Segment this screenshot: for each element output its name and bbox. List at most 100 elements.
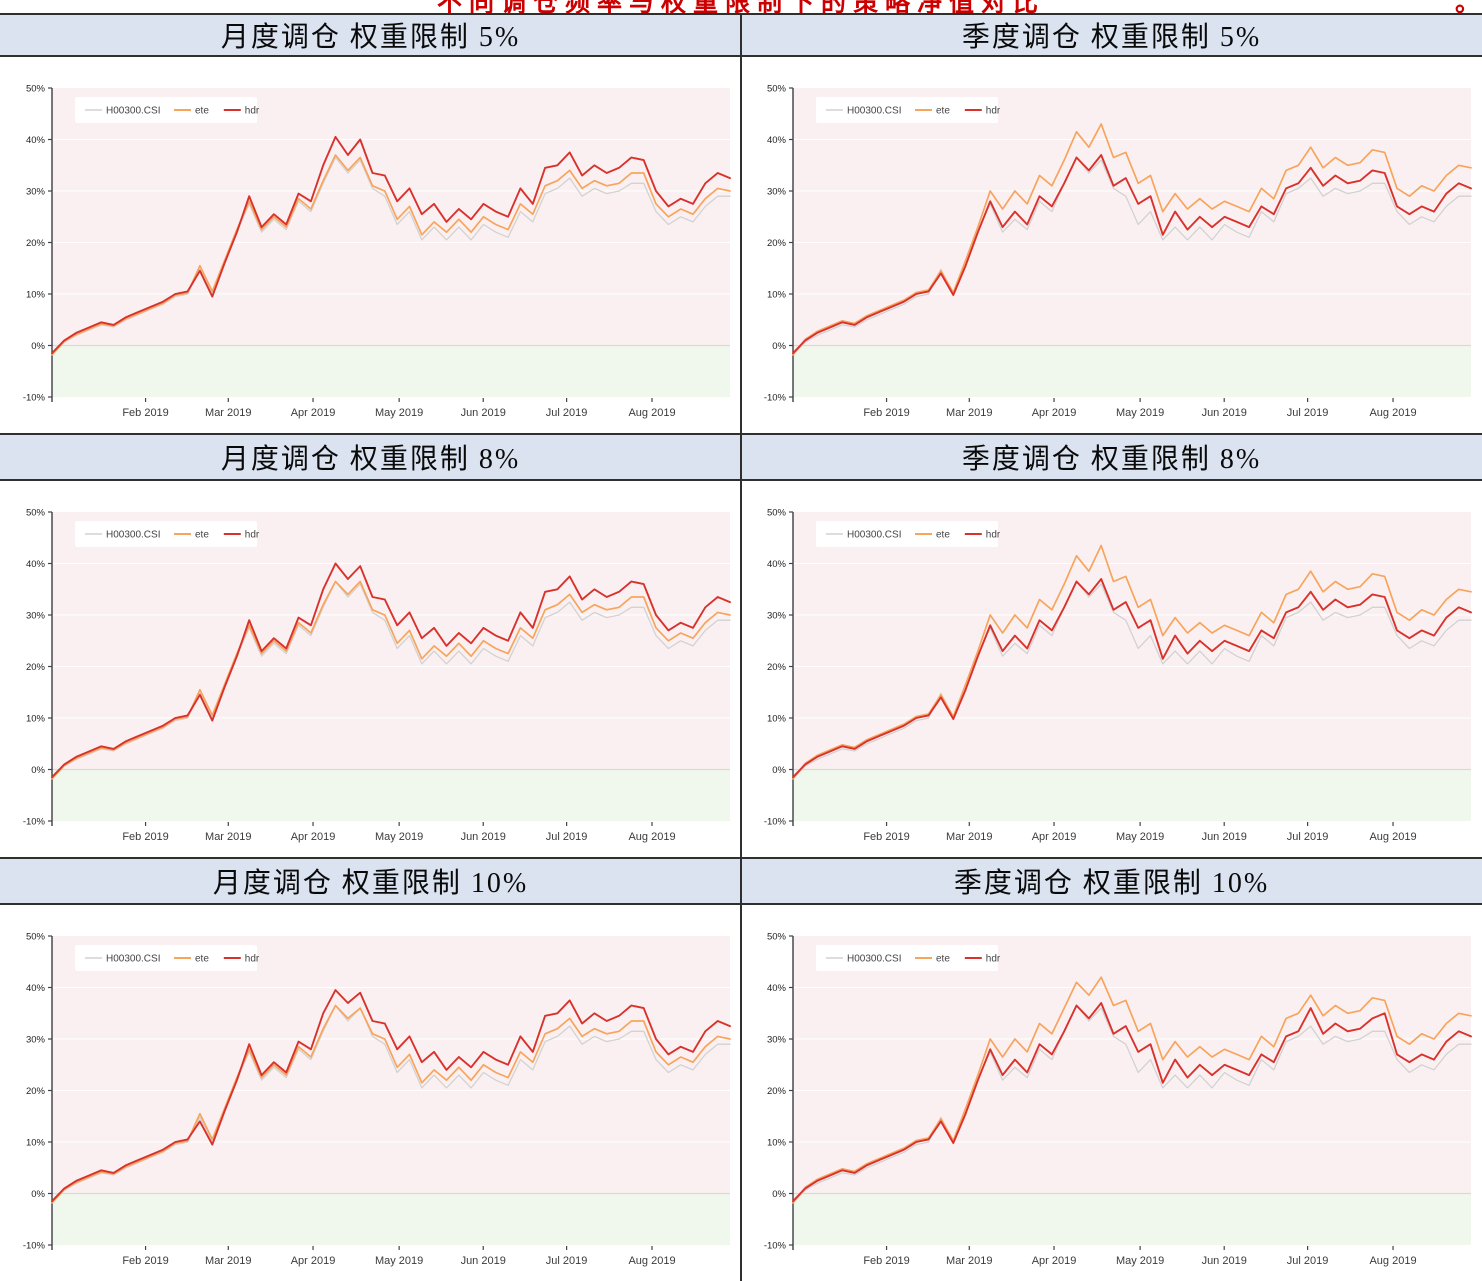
chart-svg: 50% 40% 30% 20% 10% 0% -10% Feb 2019 Mar 2019 Apr… (23, 508, 731, 843)
legend-label: H00300.CSI (847, 106, 901, 117)
x-tick-label: Jul 2019 (546, 831, 588, 843)
y-tick-label: -10% (23, 817, 46, 828)
panel-title-quarterly-10: 季度调仓 权重限制 10% (953, 868, 1270, 899)
y-tick-label: 0% (31, 1189, 45, 1200)
plot-negative-region (52, 1193, 730, 1245)
series-line-ete (51, 580, 731, 780)
x-tick-label: Jul 2019 (546, 1255, 588, 1267)
chart-svg: 50% 40% 30% 20% 10% 0% -10% Feb 2019 Mar 2019 Apr… (764, 508, 1472, 843)
x-tick-label: Feb 2019 (122, 831, 168, 843)
y-tick-label: 0% (31, 765, 45, 776)
chart-svg: 50% 40% 30% 20% 10% 0% -10% Feb 2019 Mar 2019 Apr… (23, 932, 731, 1267)
chart-svg: 50% 40% 30% 20% 10% 0% -10% Feb 2019 Mar 2019 Apr… (764, 932, 1472, 1267)
y-tick-label: 10% (767, 714, 787, 725)
x-tick-label: Jun 2019 (1202, 1255, 1247, 1267)
x-tick-label: Mar 2019 (946, 831, 992, 843)
x-tick-label: May 2019 (375, 831, 423, 843)
series-line-ete (792, 976, 1472, 1204)
x-tick-label: Apr 2019 (291, 831, 336, 843)
y-tick-label: 10% (26, 714, 46, 725)
chart-monthly-5: 50% 40% 30% 20% 10% 0% -10% Feb 2019 Mar 2019 Apr… (0, 57, 741, 433)
x-tick-label: Jun 2019 (1202, 407, 1247, 419)
legend-label: ete (936, 530, 950, 541)
legend-box (816, 521, 998, 547)
legend-label: ete (195, 954, 209, 965)
series-line-H00300.CSI (51, 580, 731, 780)
y-tick-label: 40% (767, 983, 787, 994)
y-tick-label: 10% (767, 1138, 787, 1149)
clipped-red-title-fragment-right: 。 (1455, 0, 1480, 13)
legend-label: hdr (245, 530, 260, 541)
y-tick-label: 30% (767, 1035, 787, 1046)
x-tick-label: Apr 2019 (1032, 831, 1077, 843)
chart-legend: H00300.CSI ete hdr (75, 521, 260, 547)
series-line-ete (792, 123, 1472, 356)
chart-svg: 50% 40% 30% 20% 10% 0% -10% Feb 2019 Mar 2019 Apr… (23, 84, 731, 419)
plot-negative-region (52, 769, 730, 821)
y-tick-label: 40% (767, 559, 787, 570)
y-tick-label: 10% (26, 290, 46, 301)
chart-monthly-10: 50% 40% 30% 20% 10% 0% -10% Feb 2019 Mar 2019 Apr… (0, 905, 741, 1281)
x-tick-label: Feb 2019 (863, 831, 909, 843)
legend-label: H00300.CSI (847, 530, 901, 541)
y-tick-label: 30% (26, 1035, 46, 1046)
legend-label: hdr (245, 106, 260, 117)
chart-legend: H00300.CSI ete hdr (816, 945, 1001, 971)
legend-label: H00300.CSI (106, 106, 160, 117)
legend-label: H00300.CSI (106, 954, 160, 965)
y-tick-label: -10% (23, 393, 46, 404)
y-tick-label: 40% (26, 559, 46, 570)
y-tick-label: 10% (767, 290, 787, 301)
chart-quarterly-8: 50% 40% 30% 20% 10% 0% -10% Feb 2019 Mar 2019 Apr… (741, 481, 1482, 857)
x-tick-label: Mar 2019 (946, 1255, 992, 1267)
x-tick-label: Mar 2019 (205, 831, 251, 843)
legend-label: hdr (245, 954, 260, 965)
x-tick-label: Aug 2019 (628, 407, 675, 419)
chart-legend: H00300.CSI ete hdr (816, 97, 1001, 123)
x-tick-label: Aug 2019 (1369, 407, 1416, 419)
x-tick-label: Mar 2019 (946, 407, 992, 419)
panel-title-quarterly-8: 季度调仓 权重限制 8% (961, 444, 1262, 475)
legend-label: hdr (986, 106, 1001, 117)
y-tick-label: 50% (767, 84, 787, 95)
y-tick-label: 20% (26, 1086, 46, 1097)
y-tick-label: -10% (23, 1241, 46, 1252)
x-tick-label: Jun 2019 (461, 1255, 506, 1267)
column-divider (740, 13, 742, 1281)
x-tick-label: Feb 2019 (122, 407, 168, 419)
chart-legend: H00300.CSI ete hdr (75, 97, 260, 123)
plot-positive-region (793, 936, 1471, 1194)
x-tick-label: Apr 2019 (291, 1255, 336, 1267)
y-tick-label: 50% (26, 508, 46, 519)
x-tick-label: Aug 2019 (628, 831, 675, 843)
y-tick-label: 30% (767, 187, 787, 198)
legend-label: hdr (986, 530, 1001, 541)
y-tick-label: 20% (767, 1086, 787, 1097)
x-tick-label: May 2019 (1116, 1255, 1164, 1267)
y-tick-label: 50% (26, 932, 46, 943)
series-line-H00300.CSI (792, 1004, 1472, 1204)
x-tick-label: Jul 2019 (1287, 1255, 1329, 1267)
x-tick-label: May 2019 (375, 407, 423, 419)
legend-label: hdr (986, 954, 1001, 965)
y-tick-label: 40% (26, 135, 46, 146)
series-line-hdr (51, 989, 731, 1203)
legend-box (75, 97, 257, 123)
x-tick-label: Jul 2019 (1287, 407, 1329, 419)
y-tick-label: 30% (767, 611, 787, 622)
legend-box (75, 945, 257, 971)
chart-row-2: 50% 40% 30% 20% 10% 0% -10% Feb 2019 Mar 2019 Apr… (0, 481, 1482, 857)
y-tick-label: 0% (772, 765, 786, 776)
legend-label: H00300.CSI (106, 530, 160, 541)
plot-positive-region (793, 88, 1471, 346)
chart-row-1: 50% 40% 30% 20% 10% 0% -10% Feb 2019 Mar 2019 Apr… (0, 57, 1482, 433)
y-tick-label: 20% (767, 662, 787, 673)
legend-label: ete (195, 530, 209, 541)
x-tick-label: Jun 2019 (461, 831, 506, 843)
plot-negative-region (52, 345, 730, 397)
legend-label: ete (936, 106, 950, 117)
x-tick-label: Mar 2019 (205, 407, 251, 419)
chart-legend: H00300.CSI ete hdr (816, 521, 1001, 547)
x-tick-label: Jul 2019 (1287, 831, 1329, 843)
y-tick-label: -10% (764, 817, 787, 828)
